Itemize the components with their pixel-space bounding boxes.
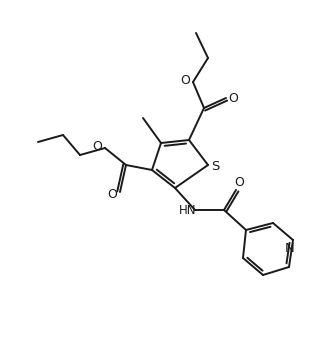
Text: S: S <box>211 160 219 173</box>
Text: N: N <box>285 241 295 255</box>
Text: HN: HN <box>179 204 197 218</box>
Text: O: O <box>234 177 244 190</box>
Text: O: O <box>107 187 117 200</box>
Text: O: O <box>92 140 102 153</box>
Text: O: O <box>180 74 190 86</box>
Text: O: O <box>228 92 238 104</box>
